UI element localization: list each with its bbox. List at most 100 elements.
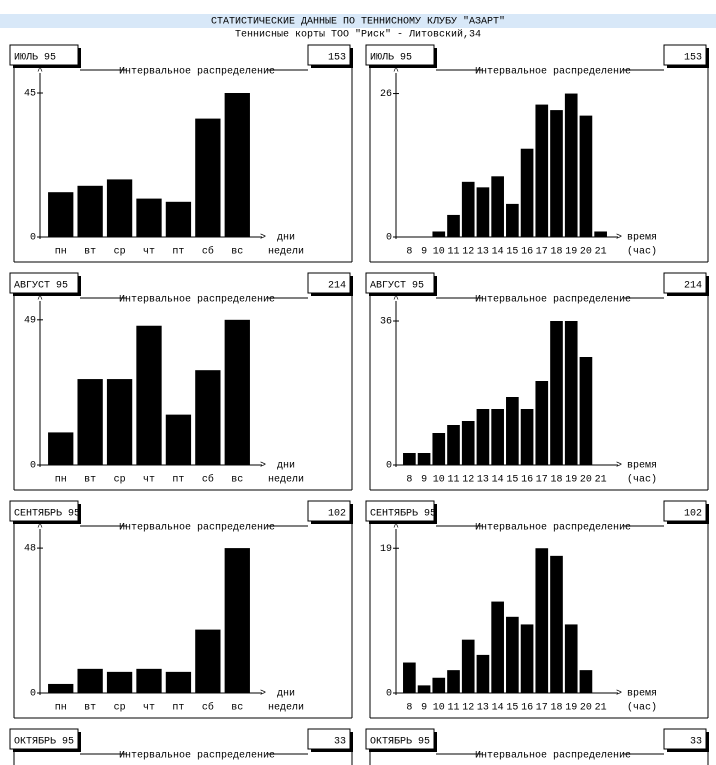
- bar: [77, 668, 103, 693]
- x-tick-label: 8: [406, 475, 412, 486]
- x-tick-label: пн: [55, 475, 67, 486]
- x-axis-label: дни: [277, 233, 295, 244]
- bar: [564, 624, 578, 693]
- header-band: [0, 14, 716, 28]
- axis-arrow: ^: [393, 523, 399, 534]
- bar: [136, 668, 162, 693]
- bar: [461, 181, 475, 237]
- x-tick-label: 12: [462, 247, 474, 258]
- x-axis-label: время: [627, 461, 657, 472]
- bar: [417, 453, 431, 465]
- bar: [447, 670, 460, 693]
- axis-arrow: >: [616, 233, 622, 244]
- y-tick-label: 0: [386, 233, 392, 244]
- bar: [579, 357, 593, 465]
- x-tick-label: вс: [231, 247, 243, 258]
- bar: [579, 670, 593, 693]
- x-tick-label: 21: [595, 475, 607, 486]
- bar: [447, 214, 460, 237]
- x-tick-label: пт: [172, 475, 184, 486]
- x-tick-label: 14: [492, 247, 504, 258]
- bar: [476, 409, 490, 465]
- header-subtitle: Теннисные корты ТОО "Риск" - Литовский,3…: [235, 29, 481, 41]
- bar: [165, 414, 192, 465]
- bar: [520, 148, 534, 237]
- x-tick-label: 20: [580, 247, 592, 258]
- bar: [491, 409, 504, 465]
- x-tick-label: 14: [492, 475, 504, 486]
- chart-title: ИЮЛЬ 95: [370, 53, 412, 64]
- total-box: [307, 272, 351, 294]
- title-box: [9, 500, 79, 522]
- bar: [417, 685, 431, 693]
- axis-arrow: >: [260, 461, 266, 472]
- bar: [506, 397, 519, 465]
- bar: [550, 110, 563, 237]
- bar: [535, 548, 549, 693]
- total-box: [663, 272, 707, 294]
- x-tick-label: 12: [462, 475, 474, 486]
- bar: [506, 616, 519, 693]
- bar: [535, 381, 549, 465]
- x-tick-label: 21: [595, 703, 607, 714]
- chart-title: СЕНТЯБРЬ 95: [370, 509, 436, 520]
- x-tick-label: 17: [536, 247, 548, 258]
- total-box: [307, 728, 351, 750]
- y-tick-label: 36: [380, 317, 392, 328]
- axis-arrow: ^: [393, 67, 399, 78]
- total: 33: [334, 737, 346, 748]
- axis-arrow: >: [616, 461, 622, 472]
- title-box: [365, 272, 435, 294]
- x-tick-label: 14: [492, 703, 504, 714]
- axis-arrow: >: [260, 689, 266, 700]
- bar: [224, 548, 250, 693]
- header-title: СТАТИСТИЧЕСКИЕ ДАННЫЕ ПО ТЕННИСНОМУ КЛУБ…: [211, 16, 505, 28]
- x-tick-label: 13: [477, 703, 489, 714]
- bar: [594, 231, 607, 237]
- y-tick-label: 0: [30, 233, 36, 244]
- bar: [195, 629, 221, 693]
- bar: [550, 321, 563, 465]
- total: 214: [328, 281, 346, 292]
- chart-title: ОКТЯБРЬ 95: [370, 737, 430, 748]
- bar: [491, 601, 504, 693]
- y-tick-label: 0: [386, 689, 392, 700]
- x-tick-label: 10: [433, 247, 445, 258]
- x-tick-label: 17: [536, 475, 548, 486]
- bar: [476, 654, 490, 693]
- x-tick-label: 9: [421, 247, 427, 258]
- x-axis-label: время: [627, 233, 657, 244]
- bar: [506, 203, 519, 237]
- bar: [48, 683, 74, 693]
- x-tick-label: ср: [114, 703, 126, 714]
- chart-subtitle: Интервальное распределение: [475, 751, 631, 762]
- x-tick-label: 11: [447, 247, 459, 258]
- x-tick-label: 15: [506, 475, 518, 486]
- bar: [432, 677, 446, 693]
- y-tick-label: 49: [24, 315, 36, 326]
- x-axis-label: время: [627, 689, 657, 700]
- y-tick-label: 0: [30, 689, 36, 700]
- x-tick-label: 8: [406, 247, 412, 258]
- total: 214: [684, 281, 702, 292]
- x-tick-label: ср: [114, 475, 126, 486]
- bar: [564, 321, 578, 465]
- x-tick-label: 17: [536, 703, 548, 714]
- total-box: [663, 500, 707, 522]
- x-tick-label: 16: [521, 247, 533, 258]
- chart-subtitle: Интервальное распределение: [475, 523, 631, 534]
- bar: [106, 179, 133, 237]
- chart-subtitle: Интервальное распределение: [119, 751, 275, 762]
- title-box: [365, 728, 435, 750]
- x-tick-label: 16: [521, 475, 533, 486]
- bar: [447, 425, 460, 465]
- x-tick-label: чт: [143, 247, 155, 258]
- x-tick-label: пт: [172, 703, 184, 714]
- x-tick-label: ср: [114, 247, 126, 258]
- bar: [432, 433, 446, 465]
- chart-title: АВГУСТ 95: [14, 281, 68, 292]
- bar: [403, 662, 416, 693]
- chart-subtitle: Интервальное распределение: [475, 67, 631, 78]
